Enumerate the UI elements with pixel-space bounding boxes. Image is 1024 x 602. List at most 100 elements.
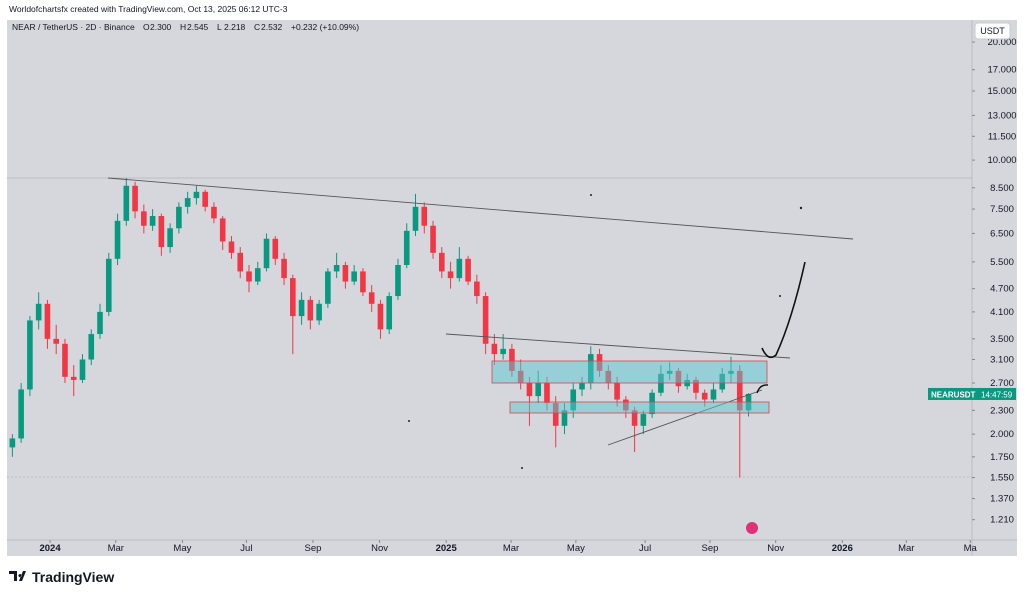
candle-body bbox=[421, 206, 428, 226]
x-tick-label: Nov bbox=[371, 543, 388, 554]
price-label-symbol: NEARUSDT bbox=[931, 390, 976, 399]
candle-body bbox=[491, 343, 498, 355]
candle-body bbox=[570, 389, 577, 411]
candle-body bbox=[360, 271, 366, 293]
y-tick-label: 2.700 bbox=[990, 378, 1014, 389]
y-tick-label: 2.300 bbox=[990, 405, 1014, 416]
candle-body bbox=[246, 271, 252, 282]
candle-body bbox=[44, 303, 51, 339]
candle-body bbox=[123, 185, 130, 221]
candle-body bbox=[693, 379, 699, 393]
candle-body bbox=[736, 370, 743, 411]
logo-icon bbox=[9, 571, 26, 581]
x-tick-label: 2025 bbox=[436, 543, 458, 554]
candle-body bbox=[237, 252, 244, 272]
y-tick-label: 3.500 bbox=[990, 334, 1014, 345]
y-tick-label: 4.100 bbox=[990, 307, 1014, 318]
candle-body bbox=[149, 216, 156, 226]
x-tick-label: Nov bbox=[767, 543, 784, 554]
price-label-box bbox=[928, 387, 1016, 400]
zone bbox=[491, 360, 768, 384]
candle-body bbox=[333, 265, 340, 272]
candle-body bbox=[184, 198, 191, 207]
candle-body bbox=[158, 216, 165, 248]
candle-body bbox=[114, 220, 121, 259]
y-tick-label: 10.000 bbox=[987, 155, 1016, 166]
logo-text: TradingView bbox=[32, 569, 114, 585]
annotations bbox=[107, 177, 854, 534]
candle-body bbox=[211, 206, 217, 219]
ohlc-key: O bbox=[143, 22, 150, 32]
projection-curve bbox=[756, 384, 769, 394]
trend-line bbox=[445, 333, 791, 359]
candle-body bbox=[228, 241, 235, 253]
ohlc-value: 2.300 bbox=[150, 22, 172, 32]
price-label-countdown: 14:47:59 bbox=[981, 390, 1013, 399]
candle-body bbox=[316, 303, 322, 321]
ohlc-value: 2.545 bbox=[187, 22, 209, 32]
candle-body bbox=[474, 281, 480, 297]
candle-body bbox=[535, 383, 541, 397]
currency-button[interactable] bbox=[974, 22, 1011, 40]
y-tick-label: 1.210 bbox=[990, 515, 1014, 526]
candle-body bbox=[640, 414, 647, 426]
x-tick-label: Jul bbox=[240, 543, 252, 554]
candle-body bbox=[447, 271, 454, 279]
x-tick-label: Mar bbox=[503, 543, 519, 554]
event-icon[interactable] bbox=[746, 522, 758, 534]
candle-body bbox=[395, 265, 401, 297]
candle-body bbox=[412, 206, 419, 231]
ohlc-value: 2.218 bbox=[224, 22, 246, 32]
y-tick-label: 6.500 bbox=[990, 228, 1014, 239]
candle-body bbox=[430, 225, 436, 253]
x-tick-label: 2026 bbox=[832, 543, 853, 554]
candle-body bbox=[377, 303, 384, 330]
candle-body bbox=[290, 278, 296, 317]
candle-body bbox=[710, 389, 717, 400]
candle-body bbox=[202, 191, 208, 207]
y-tick-label: 5.500 bbox=[990, 257, 1014, 268]
candle-body bbox=[439, 252, 445, 272]
candle-body bbox=[614, 383, 620, 400]
projection-curve bbox=[761, 261, 806, 359]
candle-body bbox=[254, 268, 261, 282]
y-tick-label: 2.000 bbox=[990, 429, 1014, 440]
x-tick-label: Jul bbox=[639, 543, 651, 554]
candle-body bbox=[544, 383, 550, 404]
candle-body bbox=[500, 348, 506, 355]
price-label: NEARUSDT 14:47:59 bbox=[928, 387, 1016, 400]
candle-body bbox=[561, 410, 568, 426]
ohlc-value: 2.532 bbox=[261, 22, 283, 32]
y-tick-label: 15.000 bbox=[987, 86, 1016, 97]
x-tick-label: Mar bbox=[108, 543, 124, 554]
ohlc-key: L bbox=[217, 22, 222, 32]
candle-body bbox=[18, 389, 24, 439]
candle-body bbox=[631, 410, 638, 426]
credit: Worldofchartsfx created with TradingView… bbox=[9, 4, 288, 14]
candle-body bbox=[298, 299, 305, 317]
candle-body bbox=[62, 343, 68, 377]
ohlc: O 2.300 H 2.545 L 2.218 C 2.532 +0.232 (+10.09%) bbox=[143, 22, 359, 32]
currency-text: USDT bbox=[980, 26, 1005, 36]
candle-body bbox=[465, 258, 471, 282]
x-tick-label: 2024 bbox=[39, 543, 61, 554]
candle-body bbox=[325, 271, 331, 304]
chart-bg bbox=[7, 20, 1017, 556]
y-tick-label: 1.370 bbox=[990, 494, 1014, 505]
y-tick-label: 8.500 bbox=[990, 183, 1014, 194]
candle-body bbox=[70, 376, 77, 380]
logo: TradingView bbox=[9, 569, 114, 585]
candle-body bbox=[53, 338, 59, 344]
candle-body bbox=[219, 218, 226, 242]
x-tick-label: May bbox=[567, 543, 585, 554]
candle-body bbox=[482, 296, 489, 344]
y-tick-label: 1.750 bbox=[990, 452, 1014, 463]
dot bbox=[779, 295, 781, 297]
x-tick-label: May bbox=[173, 543, 191, 554]
axes: 20.000 17.000 15.000 13.000 11.500 10.000 8.50… bbox=[39, 37, 1016, 554]
x-tick-label: Sep bbox=[305, 543, 322, 554]
candle-body bbox=[342, 265, 349, 282]
ohlc-key: C bbox=[254, 22, 260, 32]
x-tick-label: Sep bbox=[702, 543, 719, 554]
